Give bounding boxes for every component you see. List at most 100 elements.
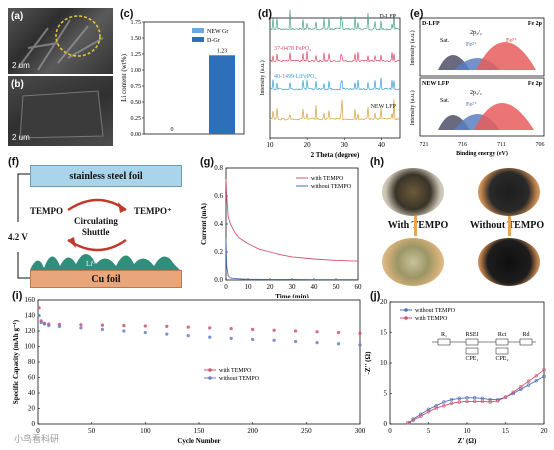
data-point-i-1 [39,320,43,325]
legend-label-g: with TEMPO [311,176,344,182]
data-point-i-1 [186,334,190,338]
series-line-g-0 [225,179,359,262]
shuttle-label-1: Circulating [74,216,118,226]
legend-label-c: NEW Gr [207,29,228,35]
data-point-j-1 [442,403,446,408]
panel-label-a: (a) [11,11,24,22]
plot-frame-d [269,17,401,139]
legend-label-i: with TEMPO [219,368,252,374]
data-point-i-0 [251,327,255,332]
circuit-rsei [465,338,479,346]
sem-texture-a [17,15,104,71]
circuit-label: Rd [522,332,529,338]
circuit-rd [519,338,533,346]
x-tick-label-i: 150 [194,427,205,435]
y-tick-label-c: 0.75 [131,84,142,90]
p32-label: 2p₃/₂ [470,30,482,36]
fe2-main-peak [474,103,534,130]
data-point-j-0 [526,383,531,387]
legend-label-j: without TEMPO [415,308,456,314]
plot-frame-e-1 [419,77,545,137]
x-tick-label-j: 10 [464,427,472,435]
data-point-j-0 [465,396,469,400]
data-point-i-0 [315,330,319,334]
y-tick-label-i: 20 [28,405,36,413]
data-point-j-0 [457,396,462,401]
without-tempo-caption: Without TEMPO [462,220,552,231]
y-tick-label-c: 0.00 [131,132,142,138]
data-point-i-1 [315,340,319,345]
data-point-i-0 [143,324,147,328]
data-point-i-0 [186,325,190,329]
highlight-ellipse [55,15,101,57]
photo-without-tempo-bottom [478,238,540,286]
xrd-trace-label: D-LFP [379,14,396,20]
data-point-i-1 [57,324,62,328]
y-tick-label-i: 100 [25,343,36,351]
data-point-j-1 [526,379,531,384]
data-point-i-1 [47,323,51,328]
x-tick-label-d: 10 [267,141,275,149]
bar-value-label: 1.23 [217,48,228,54]
xrd-trace-1 [269,50,401,63]
data-point-j-1 [542,367,546,372]
data-point-j-1 [465,399,469,404]
schematic-svg [17,173,180,279]
data-point-j-0 [542,374,546,379]
data-point-j-1 [488,400,492,404]
data-point-i-1 [358,343,362,347]
y-tick-label-c: 1.25 [131,52,142,58]
y-tick-label-g: 0.4 [214,220,223,228]
data-point-j-0 [426,407,431,412]
legend-marker-j [404,316,408,320]
y-axis-label-e-bottom: Intensity (a.u.) [409,90,416,125]
fe3-peak [476,42,536,70]
data-point-i-0 [229,327,233,331]
x-axis-label-i: Cycle Number [177,437,220,445]
arrow-bottom [67,238,127,252]
connector-right [508,216,511,236]
sem-image-a: (a) 2 um [8,8,113,74]
data-point-i-1 [336,342,341,346]
data-point-j-0 [434,403,438,408]
data-point-j-0 [472,396,477,400]
x-tick-label-e: 716 [458,142,467,148]
xrd-trace-2 [269,77,401,91]
scale-bar-b: 2 um [12,133,30,142]
y-axis-label-g: Current (mA) [200,203,208,245]
y-tick-label-c: 0.50 [131,100,142,106]
y-tick-label-g: 0.0 [214,276,223,284]
data-point-i-0 [79,323,83,327]
x-tick-label-g: 60 [355,283,363,291]
data-point-i-1 [79,326,83,330]
plot-frame-i [37,299,361,425]
photo-grid-h: With TEMPO Without TEMPO [378,160,548,290]
data-point-i-1 [100,327,105,332]
scale-bar-a: 2 um [12,61,30,70]
data-point-i-1 [143,330,147,335]
legend-label-c: D-Gr [207,38,220,44]
with-tempo-caption: With TEMPO [378,220,458,231]
y-tick-label-i: 0 [32,420,36,428]
fe3-label: Fe³⁺ [506,37,517,44]
x-tick-label-g: 10 [245,283,253,291]
y-tick-label-j: 20 [380,298,388,306]
xps-corner-label: Fe 2p [528,21,543,27]
sem-image-b: (b) 2 um [8,76,113,146]
chart-g: 0 10 20 30 40 50 60 0.0 0.2 0.4 0.6 0.8 Time (min) Cu… [200,164,363,298]
legend-marker-i [208,376,212,380]
panel-label-e: (e) [410,8,424,20]
without-tempo-text: Without TEMPO [469,220,545,231]
x-tick-label-j: 20 [541,427,549,435]
circuit-rct [495,338,509,346]
data-point-i-0 [293,329,298,333]
chart-j: 0 5 10 15 20 0 5 10 15 20 Z' (Ω) -Z'' (Ω) without TE… [364,298,549,445]
y-axis-label-i: Specific Capacity (mAh g⁻¹) [12,319,20,404]
x-tick-label-g: 40 [311,283,319,291]
y-tick-label-c: 1.00 [131,68,142,74]
y-tick-label-g: 0.6 [214,192,223,200]
bar-d-gr [209,55,235,134]
photo-with-tempo-bottom [382,238,444,286]
data-point-i-1 [208,335,212,339]
data-point-j-1 [426,410,431,414]
